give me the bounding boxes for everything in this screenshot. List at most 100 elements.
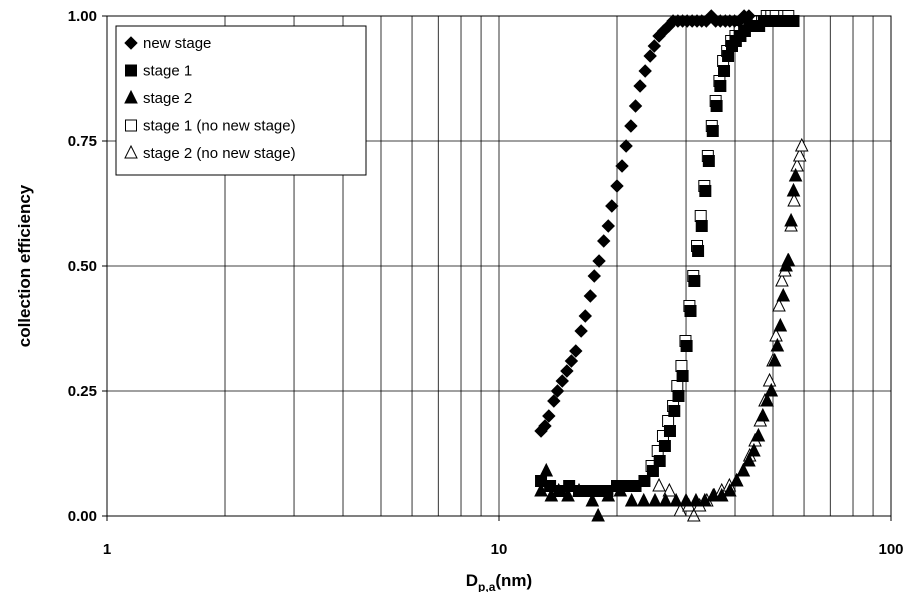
series-stage-1-no-new-stage: [645, 10, 799, 472]
legend-label-new-stage: new stage: [143, 35, 211, 52]
data-point-stage-1: [706, 125, 719, 137]
data-point-stage-1-no-new-stage: [671, 380, 684, 392]
data-point-stage-1: [688, 275, 701, 287]
y-tick-label: 0.00: [68, 508, 97, 525]
data-point-stage-2: [669, 492, 683, 507]
data-point-new-stage: [638, 64, 652, 78]
data-point-stage-1-no-new-stage: [662, 415, 675, 427]
data-point-stage-1: [718, 65, 731, 77]
data-point-stage-2: [742, 452, 756, 467]
data-point-stage-1: [787, 15, 800, 27]
x-tick-label: 10: [491, 541, 508, 558]
data-point-new-stage: [633, 79, 647, 93]
data-point-stage-2: [636, 492, 651, 507]
data-point-stage-1: [563, 480, 576, 492]
data-point-new-stage: [628, 99, 643, 113]
data-point-new-stage: [574, 324, 588, 338]
data-point-stage-1: [702, 155, 715, 167]
data-point-new-stage: [569, 344, 583, 358]
data-point-stage-2: [585, 492, 600, 507]
data-point-stage-2-no-new-stage: [652, 477, 666, 492]
y-tick-label: 1.00: [68, 8, 97, 25]
data-point-stage-2: [534, 482, 548, 497]
data-point-stage-1: [680, 340, 693, 352]
data-point-new-stage: [564, 354, 579, 368]
data-point-stage-2-no-new-stage: [787, 192, 801, 207]
data-point-stage-2: [751, 427, 766, 442]
legend-box: [115, 25, 367, 176]
data-point-new-stage: [597, 234, 611, 248]
data-point-stage-2: [786, 182, 801, 197]
data-point-stage-2: [788, 167, 803, 182]
legend-marker-stage-2-no-new-stage: [124, 144, 138, 159]
x-axis-title-subscript: p,a: [478, 580, 496, 592]
data-point-stage-1: [695, 220, 708, 232]
data-point-new-stage: [601, 219, 615, 233]
legend-marker-stage-1: [125, 64, 137, 77]
data-point-stage-1-no-new-stage: [694, 210, 707, 222]
data-point-stage-2: [624, 492, 639, 507]
x-axis-title-unit: (nm): [495, 571, 532, 590]
data-point-stage-2-no-new-stage: [792, 147, 807, 162]
data-point-stage-2: [729, 472, 744, 487]
data-point-stage-1: [676, 370, 689, 382]
data-point-stage-2: [572, 482, 586, 497]
data-point-stage-2: [551, 482, 566, 497]
data-point-stage-1: [710, 100, 723, 112]
grid: [107, 15, 891, 516]
data-point-new-stage: [643, 49, 657, 63]
data-point-stage-2: [784, 212, 798, 227]
data-point-new-stage: [542, 409, 556, 423]
data-point-stage-2: [756, 407, 770, 422]
data-point-stage-1: [638, 475, 651, 487]
data-point-stage-2: [658, 492, 673, 507]
legend-label-stage-2-no-new-stage: stage 2 (no new stage): [143, 145, 296, 162]
data-point-stage-2: [723, 482, 737, 497]
data-point-stage-1: [668, 405, 681, 417]
data-point-stage-2: [561, 487, 575, 502]
x-axis-title-main: D: [466, 571, 478, 590]
data-point-stage-1: [653, 455, 666, 467]
x-tick-label: 1: [103, 541, 111, 558]
data-point-stage-2-no-new-stage: [662, 482, 677, 497]
data-point-new-stage: [560, 364, 574, 378]
data-point-stage-2: [770, 337, 785, 352]
data-point-stage-2-no-new-stage: [775, 272, 789, 287]
data-point-stage-2: [539, 462, 554, 477]
data-point-new-stage: [550, 384, 565, 398]
data-point-stage-2: [760, 392, 774, 407]
x-axis-title: Dp,a(nm): [466, 571, 532, 592]
data-point-stage-2: [689, 492, 703, 507]
y-tick-label: 0.50: [68, 258, 97, 275]
data-point-stage-2: [601, 487, 616, 502]
data-point-new-stage: [624, 119, 638, 133]
data-point-stage-2: [613, 482, 628, 497]
data-point-stage-2-no-new-stage: [772, 297, 786, 312]
data-point-new-stage: [547, 394, 561, 408]
data-point-new-stage: [578, 309, 592, 323]
data-points: [534, 9, 809, 522]
y-tick-label: 0.25: [68, 383, 97, 400]
data-point-stage-1: [684, 305, 697, 317]
data-point-stage-1: [663, 425, 676, 437]
data-point-stage-1: [722, 50, 735, 62]
data-point-stage-2: [591, 507, 605, 522]
data-point-new-stage: [592, 254, 606, 268]
legend-marker-stage-2: [124, 89, 138, 104]
data-point-stage-2: [776, 287, 791, 302]
data-point-new-stage: [615, 159, 629, 173]
data-point-new-stage: [605, 199, 619, 213]
data-point-stage-1: [699, 185, 712, 197]
data-point-new-stage: [583, 289, 598, 303]
x-tick-label: 100: [878, 541, 903, 558]
data-point-stage-2: [767, 352, 782, 367]
data-point-stage-1: [672, 390, 685, 402]
data-point-new-stage: [587, 269, 601, 283]
y-tick-label: 0.75: [68, 133, 97, 150]
tick-labels: 0.00 0.25 0.50 0.75 1.00 1 10 100: [68, 8, 904, 558]
legend-marker-stage-1-no-new-stage: [125, 119, 137, 132]
data-point-stage-2: [764, 382, 779, 397]
data-point-new-stage: [538, 419, 552, 433]
